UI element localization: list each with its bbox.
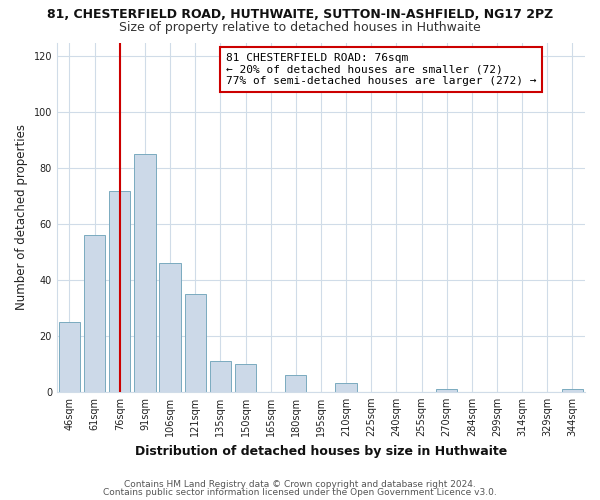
Text: Contains HM Land Registry data © Crown copyright and database right 2024.: Contains HM Land Registry data © Crown c… [124, 480, 476, 489]
Bar [562, 389, 583, 392]
Text: 81 CHESTERFIELD ROAD: 76sqm
← 20% of detached houses are smaller (72)
77% of sem: 81 CHESTERFIELD ROAD: 76sqm ← 20% of det… [226, 53, 536, 86]
Bar [436, 389, 457, 392]
Bar [335, 384, 357, 392]
Bar [109, 190, 130, 392]
X-axis label: Distribution of detached houses by size in Huthwaite: Distribution of detached houses by size … [135, 444, 507, 458]
Bar [134, 154, 155, 392]
Bar [235, 364, 256, 392]
Text: Contains public sector information licensed under the Open Government Licence v3: Contains public sector information licen… [103, 488, 497, 497]
Bar [285, 375, 307, 392]
Bar [209, 361, 231, 392]
Y-axis label: Number of detached properties: Number of detached properties [15, 124, 28, 310]
Bar [59, 322, 80, 392]
Bar [84, 236, 106, 392]
Text: Size of property relative to detached houses in Huthwaite: Size of property relative to detached ho… [119, 21, 481, 34]
Bar [160, 264, 181, 392]
Text: 81, CHESTERFIELD ROAD, HUTHWAITE, SUTTON-IN-ASHFIELD, NG17 2PZ: 81, CHESTERFIELD ROAD, HUTHWAITE, SUTTON… [47, 8, 553, 20]
Bar [185, 294, 206, 392]
